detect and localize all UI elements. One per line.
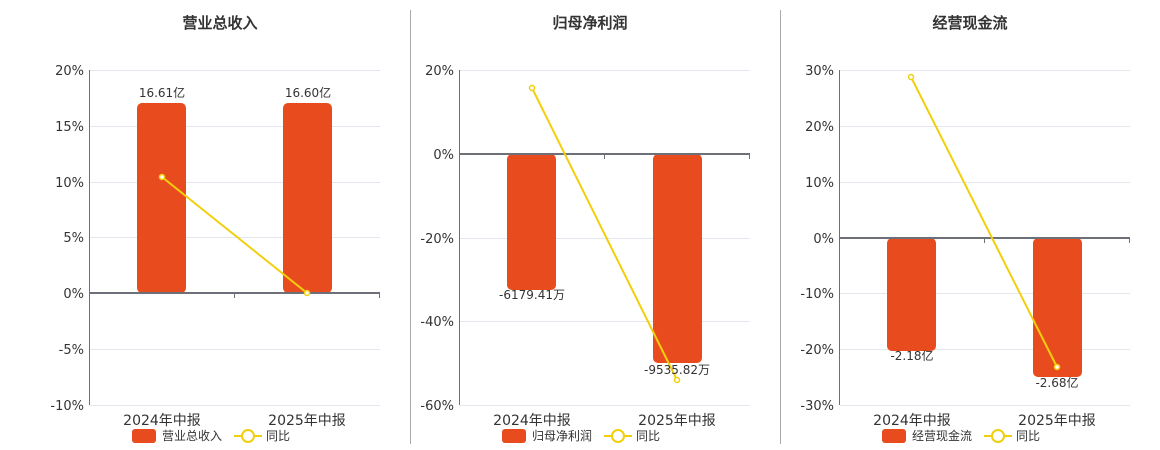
chart-plot: 20% 15% 10% 5% 0% -5% -10% 16.61亿 16.60亿… [50,64,380,429]
legend-bar-label[interactable]: 归母净利润 [532,429,593,443]
chart-plot: 20% 0% -20% -40% -60% -6179.41万 -9535.82… [420,64,750,429]
chart-plot: 30% 20% 10% 0% -10% -20% -30% -2.18亿 -2.… [800,64,1130,429]
chart-title: 经营现金流 [932,14,1008,32]
bar-value-labels: 16.61亿 16.60亿 [139,85,331,100]
yoy-line [910,76,1058,368]
legend-bar-label[interactable]: 营业总收入 [162,429,223,443]
svg-text:20%: 20% [805,120,834,135]
svg-text:-5%: -5% [59,343,84,358]
legend-line-label[interactable]: 同比 [266,429,291,443]
legend-bar-swatch-icon[interactable] [132,428,156,443]
y-tick-labels: 20% 0% -20% -40% -60% [420,64,454,414]
svg-text:16.60亿: 16.60亿 [285,85,331,100]
yoy-line [531,87,678,381]
svg-text:2025年中报: 2025年中报 [638,413,716,429]
y-tick-labels: 30% 20% 10% 0% -10% -20% -30% [800,64,834,414]
svg-text:-6179.41万: -6179.41万 [499,288,565,302]
grid-lines [460,70,750,406]
x-tick-labels: 2024年中报 2025年中报 [493,413,716,429]
chart-panel-net-profit: 归母净利润 20% 0% -20% -40% -60% -6179.41万 -9… [410,0,770,450]
yoy-point[interactable] [303,289,311,297]
bar-value-labels: -6179.41万 -9535.82万 [499,288,710,377]
svg-text:2024年中报: 2024年中报 [123,413,201,429]
yoy-point[interactable] [158,173,166,181]
svg-text:10%: 10% [805,176,834,191]
bar-2025[interactable] [653,154,702,363]
panel-divider [410,10,411,444]
bar-2025[interactable] [283,103,332,293]
legend: 经营现金流 同比 [882,427,1040,444]
svg-text:-30%: -30% [800,399,834,414]
svg-text:15%: 15% [55,120,84,135]
svg-text:-9535.82万: -9535.82万 [644,363,710,377]
svg-text:20%: 20% [55,64,84,79]
legend-line-marker-icon[interactable] [984,428,1013,443]
legend-bar-swatch-icon[interactable] [502,428,526,443]
x-tick-labels: 2024年中报 2025年中报 [123,413,346,429]
bar-2024[interactable] [887,238,936,351]
yoy-point[interactable] [1053,363,1061,371]
chart-title: 归母净利润 [552,14,628,32]
yoy-point[interactable] [907,73,915,81]
svg-text:2025年中报: 2025年中报 [1018,413,1096,429]
svg-text:-10%: -10% [50,399,84,414]
yoy-line [161,176,308,294]
svg-text:-60%: -60% [420,399,454,414]
y-tick-labels: 20% 15% 10% 5% 0% -5% -10% [50,64,84,414]
svg-text:-20%: -20% [420,232,454,247]
chart-panel-revenue: 营业总收入 20% 15% 10% 5% 0% -5% -10% 16.61亿 … [40,0,400,450]
bar-value-labels: -2.18亿 -2.68亿 [890,348,1078,390]
svg-text:2024年中报: 2024年中报 [493,413,571,429]
svg-text:2024年中报: 2024年中报 [873,413,951,429]
svg-text:-20%: -20% [800,343,834,358]
svg-text:0%: 0% [433,148,454,163]
legend: 营业总收入 同比 [132,427,290,444]
bar-2024[interactable] [507,154,556,290]
legend-line-label[interactable]: 同比 [636,429,661,443]
grid-lines [90,70,380,406]
legend-line-marker-icon[interactable] [604,428,633,443]
svg-text:0%: 0% [813,232,834,247]
legend-bar-label[interactable]: 经营现金流 [912,429,973,443]
svg-text:-10%: -10% [800,287,834,302]
panel-divider [780,10,781,444]
svg-text:-40%: -40% [420,315,454,330]
legend-line-marker-icon[interactable] [234,428,263,443]
svg-text:-2.18亿: -2.18亿 [890,348,933,363]
bar-2025[interactable] [1033,238,1082,377]
svg-text:2025年中报: 2025年中报 [268,413,346,429]
svg-text:5%: 5% [63,231,84,246]
yoy-point[interactable] [673,376,681,384]
svg-text:16.61亿: 16.61亿 [139,85,185,100]
x-tick-labels: 2024年中报 2025年中报 [873,413,1096,429]
chart-title: 营业总收入 [182,14,258,32]
legend: 归母净利润 同比 [502,427,660,444]
svg-text:20%: 20% [425,64,454,79]
chart-panel-operating-cash-flow: 经营现金流 30% 20% 10% 0% -10% -20% -30% -2.1… [780,0,1160,450]
legend-line-label[interactable]: 同比 [1016,429,1041,443]
svg-text:30%: 30% [805,64,834,79]
bar-2024[interactable] [137,103,186,293]
svg-text:-2.68亿: -2.68亿 [1035,375,1078,390]
svg-text:10%: 10% [55,176,84,191]
legend-bar-swatch-icon[interactable] [882,428,906,443]
yoy-point[interactable] [528,84,536,92]
svg-text:0%: 0% [63,287,84,302]
